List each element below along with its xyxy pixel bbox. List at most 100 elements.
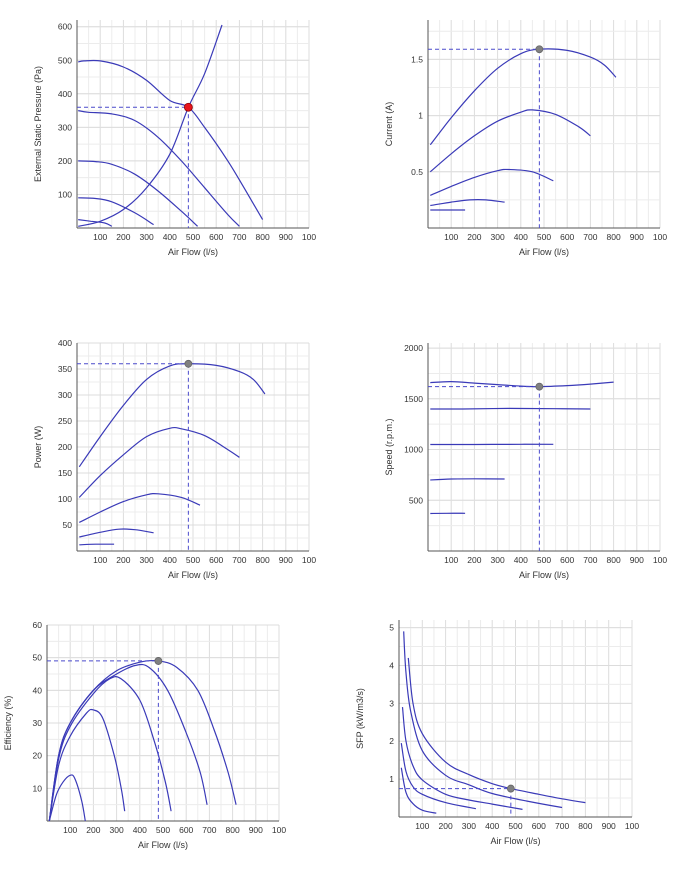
chart-speed: 100 200 300 400 500 600 700 800 900 100 500 1000 150… <box>384 343 667 580</box>
x-tick-label: 700 <box>583 555 597 565</box>
operating-point-marker <box>535 382 544 391</box>
y-tick-label: 100 <box>58 189 72 199</box>
chart-efficiency: 100 200 300 400 500 600 700 800 900 100 10 20 30 40 50… <box>3 620 286 850</box>
x-tick-label: 800 <box>256 555 270 565</box>
x-tick-label: 700 <box>202 825 216 835</box>
y-tick-label: 200 <box>58 442 72 452</box>
x-tick-label: 100 <box>93 555 107 565</box>
series-line <box>48 663 208 821</box>
series-line <box>48 708 126 821</box>
y-tick-label: 1 <box>389 774 394 784</box>
y-tick-label: 1500 <box>404 394 423 404</box>
chart-power: 100 200 300 400 500 600 700 800 900 100 50 100 150 20… <box>33 338 316 580</box>
series-line <box>79 543 115 546</box>
series-line <box>78 197 154 226</box>
x-tick-label: 200 <box>467 232 481 242</box>
y-tick-label: 1 <box>418 111 423 121</box>
series-line <box>430 407 591 410</box>
series-line <box>430 478 505 481</box>
x-axis-label: Air Flow (l/s) <box>168 570 218 580</box>
x-tick-label: 700 <box>555 821 569 831</box>
series-line <box>430 380 614 388</box>
operating-point-marker <box>184 359 193 368</box>
x-tick-label: 400 <box>514 232 528 242</box>
series-line <box>429 109 591 173</box>
x-axis-label: Air Flow (l/s) <box>138 840 188 850</box>
x-tick-label: 400 <box>133 825 147 835</box>
x-tick-label: 900 <box>602 821 616 831</box>
y-axis-label: External Static Pressure (Pa) <box>33 66 43 182</box>
series-line <box>429 48 617 146</box>
series-line <box>79 528 154 538</box>
series-line <box>78 110 240 227</box>
y-tick-label: 0.5 <box>411 167 423 177</box>
series-line <box>403 631 563 809</box>
chart-sfp: 100 200 300 400 500 600 700 800 900 100 1 2 3 4 5 Air F… <box>355 620 639 846</box>
y-tick-label: 30 <box>33 718 43 728</box>
y-tick-label: 300 <box>58 390 72 400</box>
y-tick-label: 3 <box>389 698 394 708</box>
x-tick-label: 200 <box>116 555 130 565</box>
x-tick-label: 800 <box>226 825 240 835</box>
x-axis-label: Air Flow (l/s) <box>519 247 569 257</box>
y-tick-label: 2 <box>389 736 394 746</box>
series-line <box>430 199 505 207</box>
y-tick-label: 4 <box>389 660 394 670</box>
series-line <box>48 774 86 821</box>
y-tick-label: 300 <box>58 122 72 132</box>
y-tick-label: 400 <box>58 89 72 99</box>
x-tick-label: 400 <box>163 555 177 565</box>
series-line <box>430 168 554 196</box>
x-axis-label: Air Flow (l/s) <box>491 836 541 846</box>
x-tick-label: 100 <box>272 825 286 835</box>
y-tick-label: 40 <box>33 685 43 695</box>
series-line <box>78 24 223 227</box>
x-tick-label: 100 <box>444 232 458 242</box>
series-line <box>78 363 266 468</box>
series-line <box>48 659 237 821</box>
y-axis-label: Speed (r.p.m.) <box>384 418 394 475</box>
x-tick-label: 500 <box>508 821 522 831</box>
series-line <box>400 743 477 810</box>
series-line <box>78 59 264 220</box>
series-line <box>79 492 201 523</box>
y-tick-label: 2000 <box>404 343 423 353</box>
y-tick-label: 5 <box>389 623 394 633</box>
x-tick-label: 500 <box>156 825 170 835</box>
x-tick-label: 100 <box>444 555 458 565</box>
series-line <box>407 657 586 804</box>
series-line <box>401 707 523 810</box>
x-tick-label: 900 <box>279 555 293 565</box>
x-tick-label: 300 <box>491 232 505 242</box>
x-tick-label: 600 <box>209 555 223 565</box>
x-tick-label: 600 <box>532 821 546 831</box>
x-tick-label: 500 <box>186 555 200 565</box>
x-tick-label: 600 <box>560 555 574 565</box>
y-tick-label: 600 <box>58 22 72 32</box>
x-tick-label: 600 <box>209 232 223 242</box>
operating-point-marker <box>535 45 544 54</box>
y-tick-label: 350 <box>58 364 72 374</box>
x-tick-label: 300 <box>491 555 505 565</box>
x-tick-label: 100 <box>625 821 639 831</box>
x-tick-label: 300 <box>140 555 154 565</box>
x-tick-label: 900 <box>249 825 263 835</box>
x-tick-label: 900 <box>630 555 644 565</box>
y-tick-label: 150 <box>58 468 72 478</box>
chart-pressure: 100 200 300 400 500 600 700 800 900 100 100 200 300 4… <box>33 20 316 257</box>
y-axis-label: Efficiency (%) <box>3 696 13 751</box>
y-tick-label: 1000 <box>404 445 423 455</box>
x-tick-label: 600 <box>179 825 193 835</box>
y-tick-label: 400 <box>58 338 72 348</box>
x-tick-label: 100 <box>302 555 316 565</box>
x-tick-label: 900 <box>630 232 644 242</box>
y-tick-label: 500 <box>58 55 72 65</box>
x-tick-label: 200 <box>86 825 100 835</box>
operating-point-marker <box>183 102 193 112</box>
operating-point-marker <box>154 657 163 665</box>
x-tick-label: 400 <box>163 232 177 242</box>
x-tick-label: 200 <box>439 821 453 831</box>
y-tick-label: 60 <box>33 620 43 630</box>
chart-current: 100 200 300 400 500 600 700 800 900 100 0.5 1 1.5 Air… <box>384 20 667 257</box>
